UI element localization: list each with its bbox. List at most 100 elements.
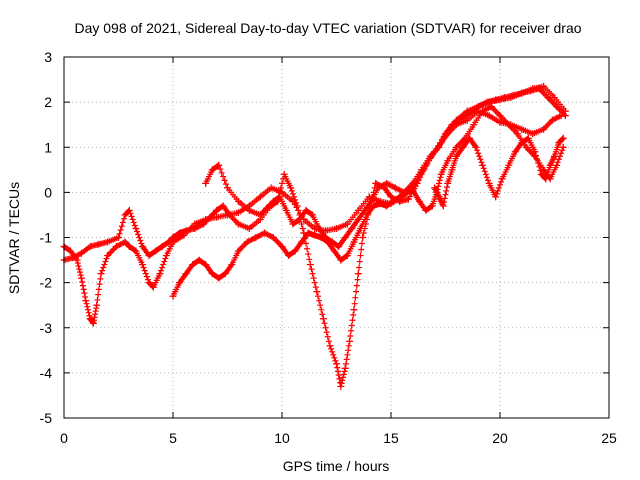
- data-point: [544, 94, 552, 102]
- data-point: [86, 315, 94, 323]
- data-point: [245, 206, 253, 214]
- data-point: [468, 107, 476, 115]
- data-point: [474, 103, 482, 111]
- data-point: [463, 116, 471, 124]
- y-tick-label: 1: [44, 139, 52, 155]
- data-point: [500, 94, 508, 102]
- data-point: [304, 229, 312, 237]
- data-point: [553, 103, 561, 111]
- data-point: [278, 243, 286, 251]
- data-point: [372, 179, 380, 187]
- data-point: [479, 107, 487, 115]
- data-point: [472, 143, 480, 151]
- data-point: [470, 121, 478, 129]
- data-point: [561, 112, 569, 120]
- data-point: [513, 130, 521, 138]
- data-point: [537, 170, 545, 178]
- data-point: [208, 270, 216, 278]
- data-point: [145, 252, 153, 260]
- data-point: [333, 224, 340, 232]
- data-point: [341, 364, 349, 372]
- data-point: [551, 152, 558, 160]
- data-point: [206, 213, 214, 221]
- data-point: [213, 213, 221, 221]
- data-point: [444, 157, 452, 165]
- data-point: [459, 143, 467, 151]
- data-point: [269, 197, 277, 205]
- data-point: [361, 206, 369, 214]
- data-point: [518, 139, 526, 147]
- y-tick-label: -4: [40, 365, 53, 381]
- x-tick-label: 0: [60, 430, 68, 446]
- data-point: [350, 238, 358, 246]
- data-point: [263, 204, 271, 212]
- data-point: [82, 297, 90, 305]
- y-tick-label: 3: [44, 49, 52, 65]
- data-point: [555, 139, 563, 147]
- data-point: [104, 252, 112, 260]
- data-point: [540, 125, 548, 133]
- series-group: [202, 85, 569, 251]
- data-point: [374, 184, 382, 192]
- data-point: [165, 238, 173, 246]
- x-tick-label: 20: [492, 430, 508, 446]
- data-point: [387, 193, 395, 201]
- data-point: [505, 121, 513, 129]
- data-point: [492, 96, 500, 104]
- data-point: [138, 261, 146, 269]
- data-points: [60, 82, 569, 390]
- data-point: [208, 166, 216, 174]
- data-point: [132, 224, 140, 232]
- data-point: [69, 254, 77, 262]
- data-point: [313, 288, 321, 296]
- data-point: [524, 134, 532, 142]
- data-point: [509, 91, 517, 99]
- data-point: [115, 234, 122, 241]
- data-point: [418, 166, 426, 174]
- data-point: [542, 175, 550, 183]
- data-point: [354, 206, 362, 214]
- data-point: [322, 234, 330, 241]
- data-point: [356, 224, 364, 232]
- data-point: [442, 130, 449, 138]
- data-point: [77, 249, 85, 257]
- data-point: [322, 227, 330, 235]
- data-point: [245, 224, 253, 232]
- data-point: [285, 252, 293, 260]
- data-point: [409, 179, 417, 187]
- data-point: [518, 125, 526, 133]
- data-point: [309, 211, 317, 219]
- data-point: [333, 360, 340, 368]
- data-point: [121, 211, 129, 219]
- data-point: [496, 118, 504, 126]
- data-point: [426, 152, 434, 160]
- series-group: [431, 134, 567, 210]
- data-point: [202, 179, 210, 187]
- data-point: [125, 243, 133, 251]
- data-point: [337, 382, 345, 390]
- data-point: [298, 238, 306, 246]
- data-point: [335, 243, 343, 251]
- data-point: [409, 186, 417, 194]
- data-point: [343, 220, 351, 228]
- data-point: [435, 193, 443, 201]
- data-point: [444, 179, 452, 187]
- data-point: [169, 292, 177, 300]
- data-point: [396, 193, 404, 201]
- data-point: [189, 261, 197, 269]
- data-point: [145, 279, 153, 287]
- data-point: [182, 227, 190, 235]
- data-point: [234, 247, 242, 255]
- data-point: [391, 184, 399, 192]
- data-point: [455, 116, 463, 124]
- x-tick-label: 10: [274, 430, 290, 446]
- data-point: [162, 252, 170, 260]
- data-point: [518, 89, 526, 97]
- data-point: [267, 184, 275, 192]
- data-point: [422, 206, 430, 214]
- data-point: [95, 240, 103, 248]
- chart-title: Day 098 of 2021, Sidereal Day-to-day VTE…: [74, 20, 581, 36]
- data-point: [295, 215, 303, 223]
- x-axis-label: GPS time / hours: [283, 458, 390, 474]
